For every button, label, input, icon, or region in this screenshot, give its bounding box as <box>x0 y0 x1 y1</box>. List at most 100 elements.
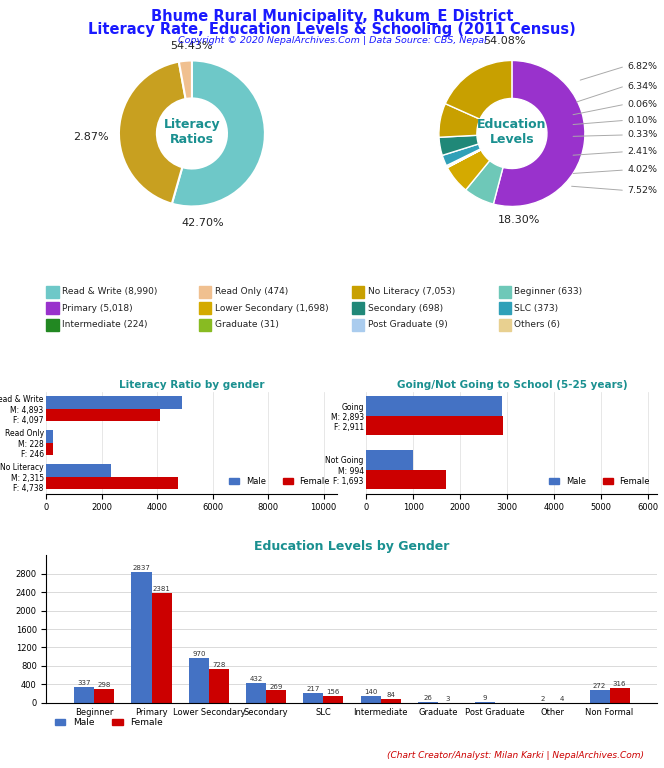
FancyBboxPatch shape <box>199 319 211 331</box>
Bar <box>367 415 503 435</box>
Bar <box>46 477 178 489</box>
Bar <box>380 699 400 703</box>
Text: 728: 728 <box>212 662 226 668</box>
Text: Read & Write (8,990): Read & Write (8,990) <box>62 287 158 296</box>
Text: 7.52%: 7.52% <box>627 186 657 195</box>
FancyBboxPatch shape <box>46 319 58 331</box>
Text: Beginner (633): Beginner (633) <box>515 287 582 296</box>
Text: 337: 337 <box>78 680 91 687</box>
Text: 316: 316 <box>613 681 626 687</box>
Text: Others (6): Others (6) <box>515 320 560 329</box>
FancyBboxPatch shape <box>499 319 511 331</box>
Bar <box>208 669 229 703</box>
Text: 0.33%: 0.33% <box>627 131 657 140</box>
Bar <box>367 396 502 415</box>
Wedge shape <box>448 150 481 167</box>
Text: 18.30%: 18.30% <box>498 214 540 224</box>
Wedge shape <box>465 161 503 204</box>
Text: 0.06%: 0.06% <box>627 100 657 109</box>
Text: 269: 269 <box>270 684 283 690</box>
Wedge shape <box>448 150 490 190</box>
Bar <box>367 469 446 489</box>
Bar <box>46 409 160 421</box>
Wedge shape <box>119 61 186 204</box>
Bar <box>323 696 343 703</box>
FancyBboxPatch shape <box>499 302 511 314</box>
Text: (Chart Creator/Analyst: Milan Karki | NepalArchives.Com): (Chart Creator/Analyst: Milan Karki | Ne… <box>387 751 644 760</box>
Text: Literacy Rate, Education Levels & Schooling (2011 Census): Literacy Rate, Education Levels & School… <box>88 22 576 38</box>
Bar <box>590 690 610 703</box>
Text: 54.08%: 54.08% <box>483 36 526 46</box>
Bar <box>131 572 151 703</box>
Text: Graduate (31): Graduate (31) <box>215 320 279 329</box>
Text: Lower Secondary (1,698): Lower Secondary (1,698) <box>215 304 329 313</box>
Bar <box>46 442 53 455</box>
Text: 0.10%: 0.10% <box>627 116 657 125</box>
Wedge shape <box>442 144 481 166</box>
Text: 6.34%: 6.34% <box>627 81 657 91</box>
Title: Literacy Ratio by gender: Literacy Ratio by gender <box>119 379 265 389</box>
Bar <box>46 430 53 442</box>
Bar <box>361 697 380 703</box>
Bar <box>189 658 208 703</box>
FancyBboxPatch shape <box>199 302 211 314</box>
Legend: Male, Female: Male, Female <box>546 474 653 489</box>
Text: Education
Levels: Education Levels <box>477 118 546 146</box>
Bar <box>266 690 286 703</box>
Text: SLC (373): SLC (373) <box>515 304 558 313</box>
FancyBboxPatch shape <box>46 286 58 298</box>
Wedge shape <box>447 150 481 167</box>
Text: 26: 26 <box>424 695 432 700</box>
Text: No Literacy (7,053): No Literacy (7,053) <box>368 287 455 296</box>
Bar <box>74 687 94 703</box>
Text: 4.02%: 4.02% <box>627 165 657 174</box>
Text: 2.41%: 2.41% <box>627 147 657 156</box>
Text: Post Graduate (9): Post Graduate (9) <box>368 320 448 329</box>
Text: 272: 272 <box>593 684 606 690</box>
Title: Education Levels by Gender: Education Levels by Gender <box>254 540 450 553</box>
Text: Primary (5,018): Primary (5,018) <box>62 304 133 313</box>
Bar <box>418 701 438 703</box>
Text: 84: 84 <box>386 692 395 698</box>
FancyBboxPatch shape <box>352 319 364 331</box>
Bar <box>46 396 182 409</box>
FancyBboxPatch shape <box>499 286 511 298</box>
Legend: Male, Female: Male, Female <box>51 714 167 730</box>
FancyBboxPatch shape <box>352 302 364 314</box>
Text: 3: 3 <box>446 696 450 702</box>
Text: 54.43%: 54.43% <box>171 41 213 51</box>
Text: 970: 970 <box>192 651 206 657</box>
Bar <box>151 593 171 703</box>
FancyBboxPatch shape <box>46 302 58 314</box>
Text: 4: 4 <box>560 696 564 702</box>
Wedge shape <box>446 149 481 167</box>
Text: 432: 432 <box>250 676 263 682</box>
Text: Copyright © 2020 NepalArchives.Com | Data Source: CBS, Nepal: Copyright © 2020 NepalArchives.Com | Dat… <box>178 36 486 45</box>
Text: 2381: 2381 <box>153 586 171 592</box>
Text: 9: 9 <box>483 696 487 701</box>
Bar <box>303 693 323 703</box>
Text: 2.87%: 2.87% <box>74 132 109 142</box>
Text: 2: 2 <box>540 696 544 702</box>
Bar <box>246 683 266 703</box>
Text: 42.70%: 42.70% <box>181 217 224 227</box>
Text: 6.82%: 6.82% <box>627 62 657 71</box>
Text: 156: 156 <box>327 689 340 695</box>
Text: 217: 217 <box>307 686 320 692</box>
Text: 140: 140 <box>364 690 377 696</box>
Wedge shape <box>439 104 480 137</box>
FancyBboxPatch shape <box>352 286 364 298</box>
Wedge shape <box>446 61 512 119</box>
Text: Bhume Rural Municipality, Rukum_E District: Bhume Rural Municipality, Rukum_E Distri… <box>151 9 513 25</box>
FancyBboxPatch shape <box>199 286 211 298</box>
Text: 298: 298 <box>98 682 111 688</box>
Text: Read Only (474): Read Only (474) <box>215 287 288 296</box>
Text: Secondary (698): Secondary (698) <box>368 304 443 313</box>
Bar <box>367 450 413 469</box>
Legend: Male, Female: Male, Female <box>226 474 333 489</box>
Text: Intermediate (224): Intermediate (224) <box>62 320 148 329</box>
Wedge shape <box>439 135 479 155</box>
Wedge shape <box>493 61 585 207</box>
Wedge shape <box>179 61 192 99</box>
Bar <box>94 689 114 703</box>
